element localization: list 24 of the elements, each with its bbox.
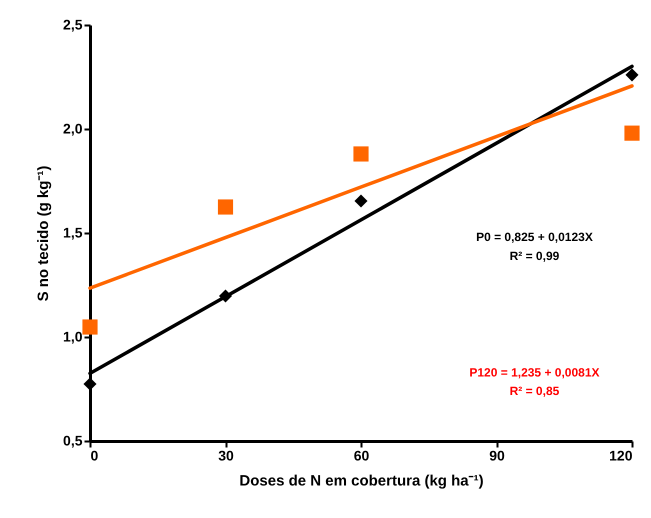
x-tick-label: 120: [609, 448, 633, 464]
x-axis-title: Doses de N em cobertura (kg ha⁻¹): [239, 472, 484, 490]
x-tick-label: 30: [218, 448, 234, 464]
annotation: R² = 0,99: [510, 248, 560, 263]
line-series: [88, 84, 634, 290]
annotation: P120 = 1,235 + 0,0081X: [469, 365, 600, 380]
point: [354, 194, 368, 208]
annotation: R² = 0,85: [510, 384, 560, 398]
y-axis-title: S no tecido (g kg⁻¹): [35, 166, 52, 302]
point: [218, 199, 234, 215]
point: [82, 319, 98, 335]
point: [353, 146, 369, 162]
annotation: P0 = 0,825 + 0,0123X: [476, 230, 593, 244]
x-tick-label: 60: [354, 448, 370, 464]
y-tick-label: 2,0: [63, 120, 83, 136]
x-tick-label: 0: [90, 448, 98, 464]
point: [83, 377, 97, 391]
y-tick-label: 2,5: [63, 16, 83, 32]
y-tick-label: 1,5: [63, 224, 83, 240]
point: [625, 68, 639, 82]
y-tick-label: 0,5: [63, 432, 83, 448]
y-tick-label: 1,0: [63, 328, 83, 344]
point: [624, 126, 640, 141]
x-tick-label: 90: [489, 448, 505, 464]
